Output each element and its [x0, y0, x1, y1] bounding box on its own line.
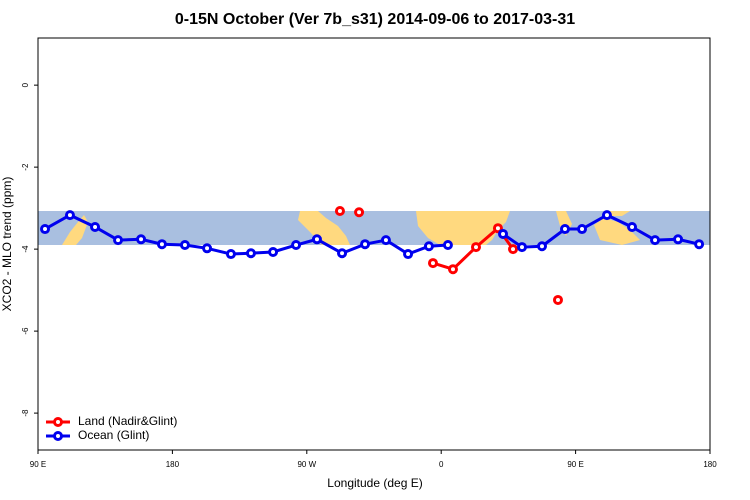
land-shape	[594, 218, 640, 245]
data-point	[64, 210, 75, 221]
plot-frame	[37, 37, 711, 451]
data-point	[577, 224, 588, 235]
data-point	[508, 244, 519, 255]
land-shape	[606, 211, 630, 216]
data-point	[360, 239, 371, 250]
data-point	[492, 223, 503, 234]
map-band	[38, 211, 710, 245]
data-point	[268, 246, 279, 257]
data-point	[403, 249, 414, 260]
legend-label: Ocean (Glint)	[78, 428, 149, 442]
data-point	[380, 235, 391, 246]
data-point	[627, 221, 638, 232]
data-point	[537, 241, 547, 252]
data-point	[40, 224, 51, 235]
data-point	[601, 210, 612, 221]
data-point	[427, 258, 438, 269]
data-point	[334, 205, 345, 216]
data-point	[179, 240, 190, 251]
data-point	[447, 264, 458, 275]
data-point	[291, 240, 302, 251]
data-point	[442, 240, 453, 251]
series-line	[502, 213, 700, 249]
legend-label: Land (Nadir&Glint)	[78, 414, 177, 428]
y-tick-label: 0	[21, 82, 30, 87]
chart-title: 0-15N October (Ver 7b_s31) 2014-09-06 to…	[175, 11, 575, 28]
x-tick-label: 90 E	[567, 460, 583, 469]
data-point	[337, 248, 348, 259]
x-axis-label: Longitude (deg E)	[327, 476, 422, 490]
x-tick-label: 180	[166, 460, 180, 469]
y-axis-label: XCO2 - MLO trend (ppm)	[0, 177, 14, 312]
data-point	[559, 224, 570, 235]
land-shape	[62, 215, 88, 245]
data-point	[245, 248, 256, 259]
legend-marker	[53, 431, 63, 441]
data-point	[225, 249, 236, 260]
y-tick-label: -8	[21, 409, 30, 417]
legend-marker	[53, 417, 63, 427]
data-point	[650, 235, 661, 246]
data-point	[202, 243, 213, 254]
data-point	[673, 234, 684, 245]
data-point	[90, 221, 101, 232]
data-point	[136, 234, 147, 245]
data-point	[423, 241, 434, 252]
land-shape	[298, 211, 350, 245]
x-tick-label: 90 E	[30, 460, 46, 469]
data-point	[354, 207, 365, 218]
y-tick-label: -6	[21, 327, 30, 335]
x-tick-label: 0	[439, 460, 444, 469]
data-point	[694, 239, 705, 250]
data-point	[470, 242, 481, 253]
data-point	[516, 242, 527, 253]
y-tick-label: -2	[21, 163, 30, 171]
x-tick-label: 90 W	[297, 460, 316, 469]
data-point	[113, 235, 124, 246]
data-point	[498, 228, 509, 239]
data-point	[156, 239, 167, 250]
data-point	[552, 294, 563, 305]
x-tick-label: 180	[703, 460, 717, 469]
data-point	[311, 234, 322, 245]
y-tick-label: -4	[21, 245, 30, 253]
